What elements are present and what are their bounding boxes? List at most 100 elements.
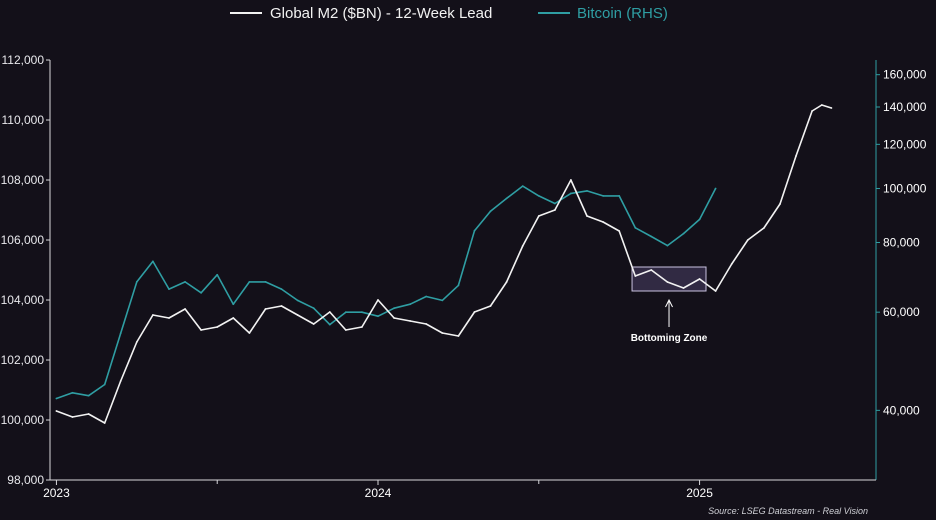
left-tick-label: 106,000 [1,233,45,247]
data-point-global-m2 [393,317,395,319]
data-point-global-m2 [779,203,781,205]
data-point-bitcoin [714,187,717,190]
annotation-layer: Bottoming Zone [631,266,708,344]
data-point-bitcoin [457,284,460,287]
data-point-bitcoin [377,315,379,318]
data-point-global-m2 [618,230,621,232]
series-line-bitcoin [56,185,717,400]
left-tick-label: 102,000 [1,353,45,367]
data-point-bitcoin [409,303,412,306]
bottoming-zone-box [631,266,707,292]
data-point-global-m2 [119,380,122,382]
data-point-global-m2 [280,305,283,307]
data-point-bitcoin [521,185,524,188]
data-point-bitcoin [698,218,701,221]
data-point-global-m2 [505,281,508,283]
right-tick-label: 140,000 [883,100,927,114]
data-point-global-m2 [441,332,444,334]
data-point-global-m2 [200,329,203,331]
data-point-global-m2 [312,323,315,325]
left-tick-label: 110,000 [2,113,45,127]
data-point-global-m2 [650,269,653,271]
data-point-bitcoin [71,391,74,394]
legend: Global M2 ($BN) - 12-Week Lead Bitcoin (… [230,5,668,22]
left-tick-label: 108,000 [1,173,45,187]
data-point-bitcoin [441,299,444,302]
data-point-global-m2 [830,107,833,109]
right-tick-label: 100,000 [883,181,927,195]
x-tick-label: 2024 [365,486,392,500]
data-point-bitcoin [570,192,572,195]
data-point-bitcoin [200,291,203,294]
data-point-bitcoin [682,232,685,235]
data-point-global-m2 [489,305,492,307]
data-point-global-m2 [409,320,412,322]
right-tick-label: 40,000 [883,403,920,417]
data-point-bitcoin [119,332,122,335]
data-point-global-m2 [216,326,219,328]
data-point-global-m2 [248,332,251,334]
data-point-bitcoin [473,229,476,232]
data-point-bitcoin [361,311,363,314]
left-tick-label: 112,000 [2,53,45,67]
right-tick-label: 60,000 [883,305,920,319]
data-point-bitcoin [425,295,428,298]
source-note: Source: LSEG Datastream - Real Vision [708,506,868,516]
right-tick-label: 160,000 [883,68,927,82]
data-point-bitcoin [87,394,90,397]
x-tick-label: 2023 [43,486,70,500]
data-point-bitcoin [168,288,170,290]
left-tick-label: 104,000 [1,293,45,307]
data-point-bitcoin [280,288,283,290]
data-point-bitcoin [393,307,395,310]
data-point-bitcoin [554,202,556,205]
data-point-global-m2 [55,410,58,412]
data-point-bitcoin [586,190,588,192]
data-point-global-m2 [746,239,749,241]
data-point-global-m2 [103,422,106,424]
left-tick-label: 98,000 [7,473,44,487]
legend-label-btc: Bitcoin (RHS) [577,5,668,22]
bottoming-zone-label: Bottoming Zone [631,333,708,344]
data-point-global-m2 [168,317,170,319]
right-tick-label: 120,000 [883,137,927,151]
data-point-global-m2 [135,341,138,343]
series-layer [55,104,833,424]
data-point-bitcoin [489,210,492,213]
data-point-global-m2 [811,110,813,112]
data-point-global-m2 [730,263,733,265]
data-point-bitcoin [344,311,347,314]
data-point-bitcoin [264,281,267,283]
legend-label-m2: Global M2 ($BN) - 12-Week Lead [270,5,492,22]
data-point-bitcoin [232,303,235,306]
data-point-global-m2 [795,155,797,157]
data-point-bitcoin [103,383,106,386]
data-point-global-m2 [570,179,572,181]
data-point-global-m2 [344,329,347,331]
data-point-global-m2 [714,290,717,292]
data-point-global-m2 [87,413,90,415]
data-point-global-m2 [586,215,588,217]
data-point-bitcoin [650,235,653,238]
data-point-bitcoin [135,281,138,283]
data-point-global-m2 [602,221,604,223]
data-point-bitcoin [312,307,315,310]
data-point-global-m2 [264,308,267,310]
data-point-bitcoin [602,195,604,197]
data-point-global-m2 [537,215,540,217]
data-point-bitcoin [55,397,58,400]
data-point-bitcoin [248,281,251,283]
data-point-bitcoin [618,195,621,197]
series-line-global-m2 [56,104,832,424]
data-point-bitcoin [634,226,637,229]
data-point-global-m2 [71,416,74,418]
data-point-bitcoin [296,299,299,302]
axes: 98,000 100,000 102,000 104,000 106,000 108,00… [1,53,927,500]
data-point-bitcoin [328,323,331,326]
x-tick-label: 2025 [686,486,713,500]
data-point-bitcoin [537,195,540,197]
data-point-global-m2 [634,275,637,277]
data-point-global-m2 [361,326,363,328]
data-point-global-m2 [232,317,235,319]
